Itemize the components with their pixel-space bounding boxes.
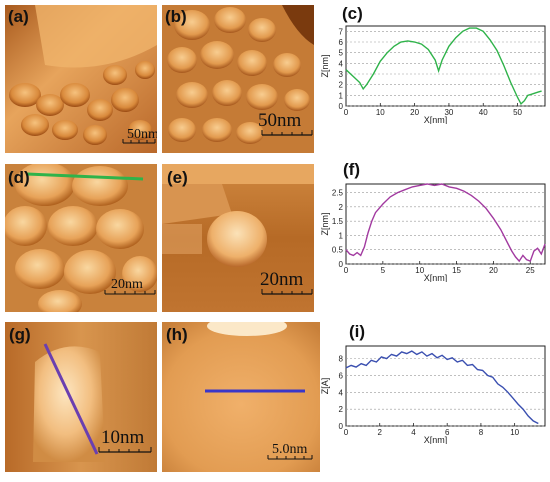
y-axis-label: Z[A] bbox=[320, 378, 330, 395]
y-tick-label: 4 bbox=[339, 59, 344, 68]
y-tick-label: 4 bbox=[339, 388, 344, 397]
panel-label-f: (f) bbox=[343, 160, 360, 179]
afm-image-h: 5.0nm (h) bbox=[162, 322, 320, 472]
y-tick-label: 1 bbox=[339, 231, 344, 240]
x-axis-label: X[nm] bbox=[424, 273, 448, 282]
x-tick-label: 0 bbox=[344, 266, 349, 275]
profile-marker-d bbox=[26, 172, 144, 181]
x-tick-label: 4 bbox=[411, 428, 416, 437]
afm-image-b-svg: 50nm bbox=[162, 5, 314, 153]
y-tick-label: 0 bbox=[339, 422, 344, 431]
afm-image-d-svg: 20nm bbox=[5, 164, 157, 312]
afm-image-a-svg: 50nm bbox=[5, 5, 157, 153]
x-tick-label: 10 bbox=[415, 266, 424, 275]
profile-plot-i-svg: 0 2 4 6 8 0 2 4 6 8 10 X[nm] Z[A] bbox=[320, 345, 546, 445]
x-tick-label: 2 bbox=[378, 428, 383, 437]
profile-line-i bbox=[345, 350, 539, 425]
profile-plot-f: 0 0.5 1 1.5 2 2.5 0 5 10 15 20 25 X[nm] Z[nm] bbox=[320, 180, 550, 283]
y-tick-label: 1 bbox=[339, 91, 344, 100]
y-tick-label: 0 bbox=[339, 260, 344, 269]
y-tick-label: 2 bbox=[339, 405, 344, 414]
y-tick-label: 8 bbox=[339, 355, 344, 364]
x-tick-label: 20 bbox=[489, 266, 498, 275]
scale-label-h: 5.0nm bbox=[272, 442, 308, 457]
x-tick-label: 8 bbox=[479, 428, 484, 437]
y-axis-label: Z[nm] bbox=[320, 54, 330, 77]
afm-image-g: 10nm (g) bbox=[5, 322, 157, 472]
y-tick-label: 5 bbox=[339, 49, 344, 58]
afm-image-d: 20nm (d) bbox=[5, 164, 157, 312]
x-tick-label: 20 bbox=[410, 108, 419, 117]
x-tick-label: 0 bbox=[344, 108, 349, 117]
y-tick-label: 0.5 bbox=[332, 246, 344, 255]
x-tick-label: 30 bbox=[444, 108, 453, 117]
y-axis-label: Z[nm] bbox=[320, 212, 330, 235]
panel-label-a: (a) bbox=[8, 7, 29, 26]
panel-label-h: (h) bbox=[166, 325, 188, 344]
y-tick-label: 6 bbox=[339, 38, 344, 47]
x-tick-label: 5 bbox=[381, 266, 386, 275]
plot-frame bbox=[345, 25, 546, 107]
profile-line-f bbox=[345, 183, 546, 263]
plot-frame bbox=[345, 345, 546, 427]
x-tick-label: 10 bbox=[510, 428, 519, 437]
plot-frame bbox=[345, 183, 546, 265]
x-tick-label: 15 bbox=[452, 266, 461, 275]
panel-label-i: (i) bbox=[349, 322, 366, 341]
afm-image-a: 50nm (a) bbox=[5, 5, 157, 153]
profile-plot-i: 0 2 4 6 8 0 2 4 6 8 10 X[nm] Z[A] bbox=[320, 342, 550, 445]
y-tick-label: 1.5 bbox=[332, 217, 344, 226]
panel-label-d: (d) bbox=[8, 168, 30, 187]
afm-image-b: 50nm (b) bbox=[162, 5, 314, 153]
y-tick-label: 6 bbox=[339, 371, 344, 380]
afm-image-g-svg: 10nm bbox=[5, 322, 157, 472]
afm-image-e-svg: 20nm bbox=[162, 164, 314, 312]
x-tick-label: 50 bbox=[513, 108, 522, 117]
y-tick-label: 2 bbox=[339, 203, 344, 212]
panel-label-b: (b) bbox=[165, 7, 187, 26]
profile-plot-f-svg: 0 0.5 1 1.5 2 2.5 0 5 10 15 20 25 X[nm] Z[nm] bbox=[320, 183, 546, 283]
panel-label-g: (g) bbox=[9, 325, 31, 344]
x-axis-label: X[nm] bbox=[424, 115, 448, 124]
scale-label-g: 10nm bbox=[101, 427, 145, 448]
x-tick-label: 25 bbox=[526, 266, 535, 275]
panel-label-c: (c) bbox=[342, 4, 363, 23]
x-tick-label: 6 bbox=[445, 428, 450, 437]
scale-label-b: 50nm bbox=[258, 110, 302, 131]
scale-label-a: 50nm bbox=[127, 127, 157, 142]
x-tick-label: 0 bbox=[344, 428, 349, 437]
scale-label-e: 20nm bbox=[260, 269, 304, 290]
y-tick-label: 0 bbox=[339, 102, 344, 111]
profile-line-c bbox=[345, 27, 542, 106]
profile-plot-c: 0 1 2 3 4 5 6 7 0 10 20 30 40 50 X[nm] Z[nm] bbox=[320, 22, 550, 125]
x-axis-label: X[nm] bbox=[424, 435, 448, 444]
x-tick-label: 10 bbox=[376, 108, 385, 117]
panel-label-e: (e) bbox=[167, 168, 188, 187]
x-tick-label: 40 bbox=[479, 108, 488, 117]
y-tick-label: 2.5 bbox=[332, 189, 344, 198]
profile-marker-g bbox=[43, 343, 99, 455]
afm-image-e: 20nm (e) bbox=[162, 164, 314, 312]
y-tick-label: 2 bbox=[339, 81, 344, 90]
scale-label-d: 20nm bbox=[111, 277, 143, 292]
afm-image-h-svg: 5.0nm bbox=[162, 322, 320, 472]
y-tick-label: 3 bbox=[339, 70, 344, 79]
y-tick-label: 7 bbox=[339, 27, 344, 36]
